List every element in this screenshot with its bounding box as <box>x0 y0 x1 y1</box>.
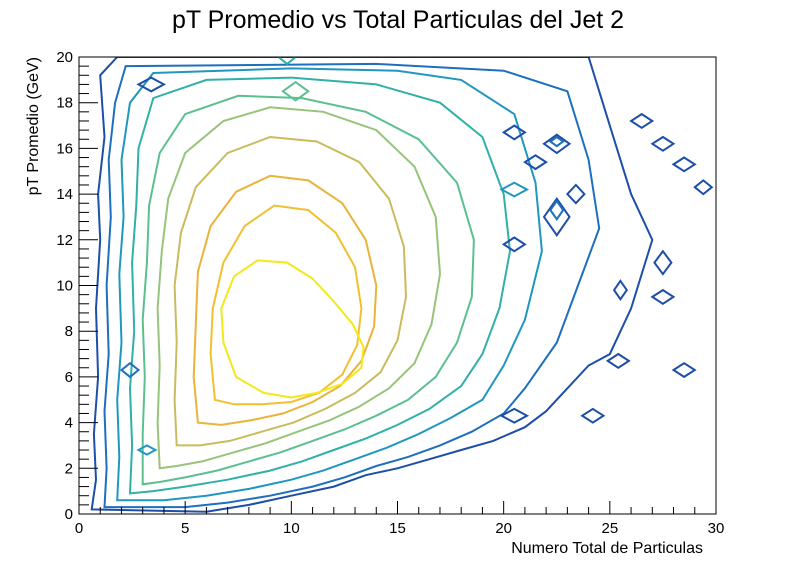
x-tick-label: 0 <box>75 520 83 537</box>
contour-island <box>136 76 167 93</box>
contour-island <box>542 133 572 155</box>
contour-island <box>671 156 697 173</box>
contour-level-2 <box>103 62 601 509</box>
contour-island <box>566 183 586 205</box>
contour-level-9 <box>209 204 363 406</box>
y-tick-label: 0 <box>65 506 73 523</box>
contour-level-6 <box>156 106 442 470</box>
x-tick-label: 30 <box>708 520 725 537</box>
x-tick-label: 20 <box>495 520 512 537</box>
contour-layer <box>90 57 714 513</box>
contour-island <box>136 444 158 456</box>
contour-island <box>501 124 527 141</box>
contour-level-8 <box>192 174 378 426</box>
contour-island <box>277 57 298 66</box>
contour-island <box>499 181 530 198</box>
contour-island <box>653 249 673 276</box>
y-tick-label: 18 <box>56 95 73 112</box>
contour-level-3 <box>116 67 543 502</box>
contour-island <box>671 362 697 379</box>
contour-level-7 <box>173 135 408 447</box>
contour-level-4 <box>128 76 512 495</box>
contour-island <box>499 407 530 424</box>
contour-island <box>542 196 571 237</box>
contour-level-10 <box>220 259 365 399</box>
contour-island <box>605 352 631 369</box>
contour-island <box>523 154 548 171</box>
y-axis-label: pT Promedio (GeV) <box>25 57 42 195</box>
y-tick-label: 2 <box>65 460 73 477</box>
x-axis-label: Numero Total de Particulas <box>511 540 703 557</box>
contour-island <box>693 179 714 196</box>
y-tick-label: 6 <box>65 369 73 386</box>
y-tick-label: 4 <box>65 415 73 432</box>
contour-island <box>580 407 606 424</box>
contour-island <box>650 288 676 305</box>
y-tick-label: 20 <box>56 49 73 66</box>
x-tick-label: 15 <box>389 520 406 537</box>
x-tick-label: 10 <box>283 520 300 537</box>
y-tick-label: 14 <box>56 186 73 203</box>
axes: 0 5 10 15 20 25 30 0 2 4 6 8 10 12 14 16 18 20 <box>56 49 724 537</box>
y-tick-label: 8 <box>65 323 73 340</box>
x-tick-label: 25 <box>601 520 618 537</box>
contour-island <box>549 199 565 221</box>
contour-island <box>629 112 655 129</box>
x-tick-label: 5 <box>181 520 189 537</box>
y-tick-label: 16 <box>56 140 73 157</box>
chart-title: pT Promedio vs Total Particulas del Jet … <box>171 6 625 34</box>
y-tick-label: 12 <box>56 232 73 249</box>
contour-island <box>548 135 565 148</box>
contour-island <box>281 80 311 102</box>
contour-level-1 <box>90 57 654 513</box>
contour-island <box>650 135 676 152</box>
contour-island <box>501 236 527 253</box>
contour-level-5 <box>141 94 475 486</box>
y-tick-label: 10 <box>56 278 73 295</box>
contour-island <box>119 361 141 379</box>
contour-island <box>612 279 629 301</box>
